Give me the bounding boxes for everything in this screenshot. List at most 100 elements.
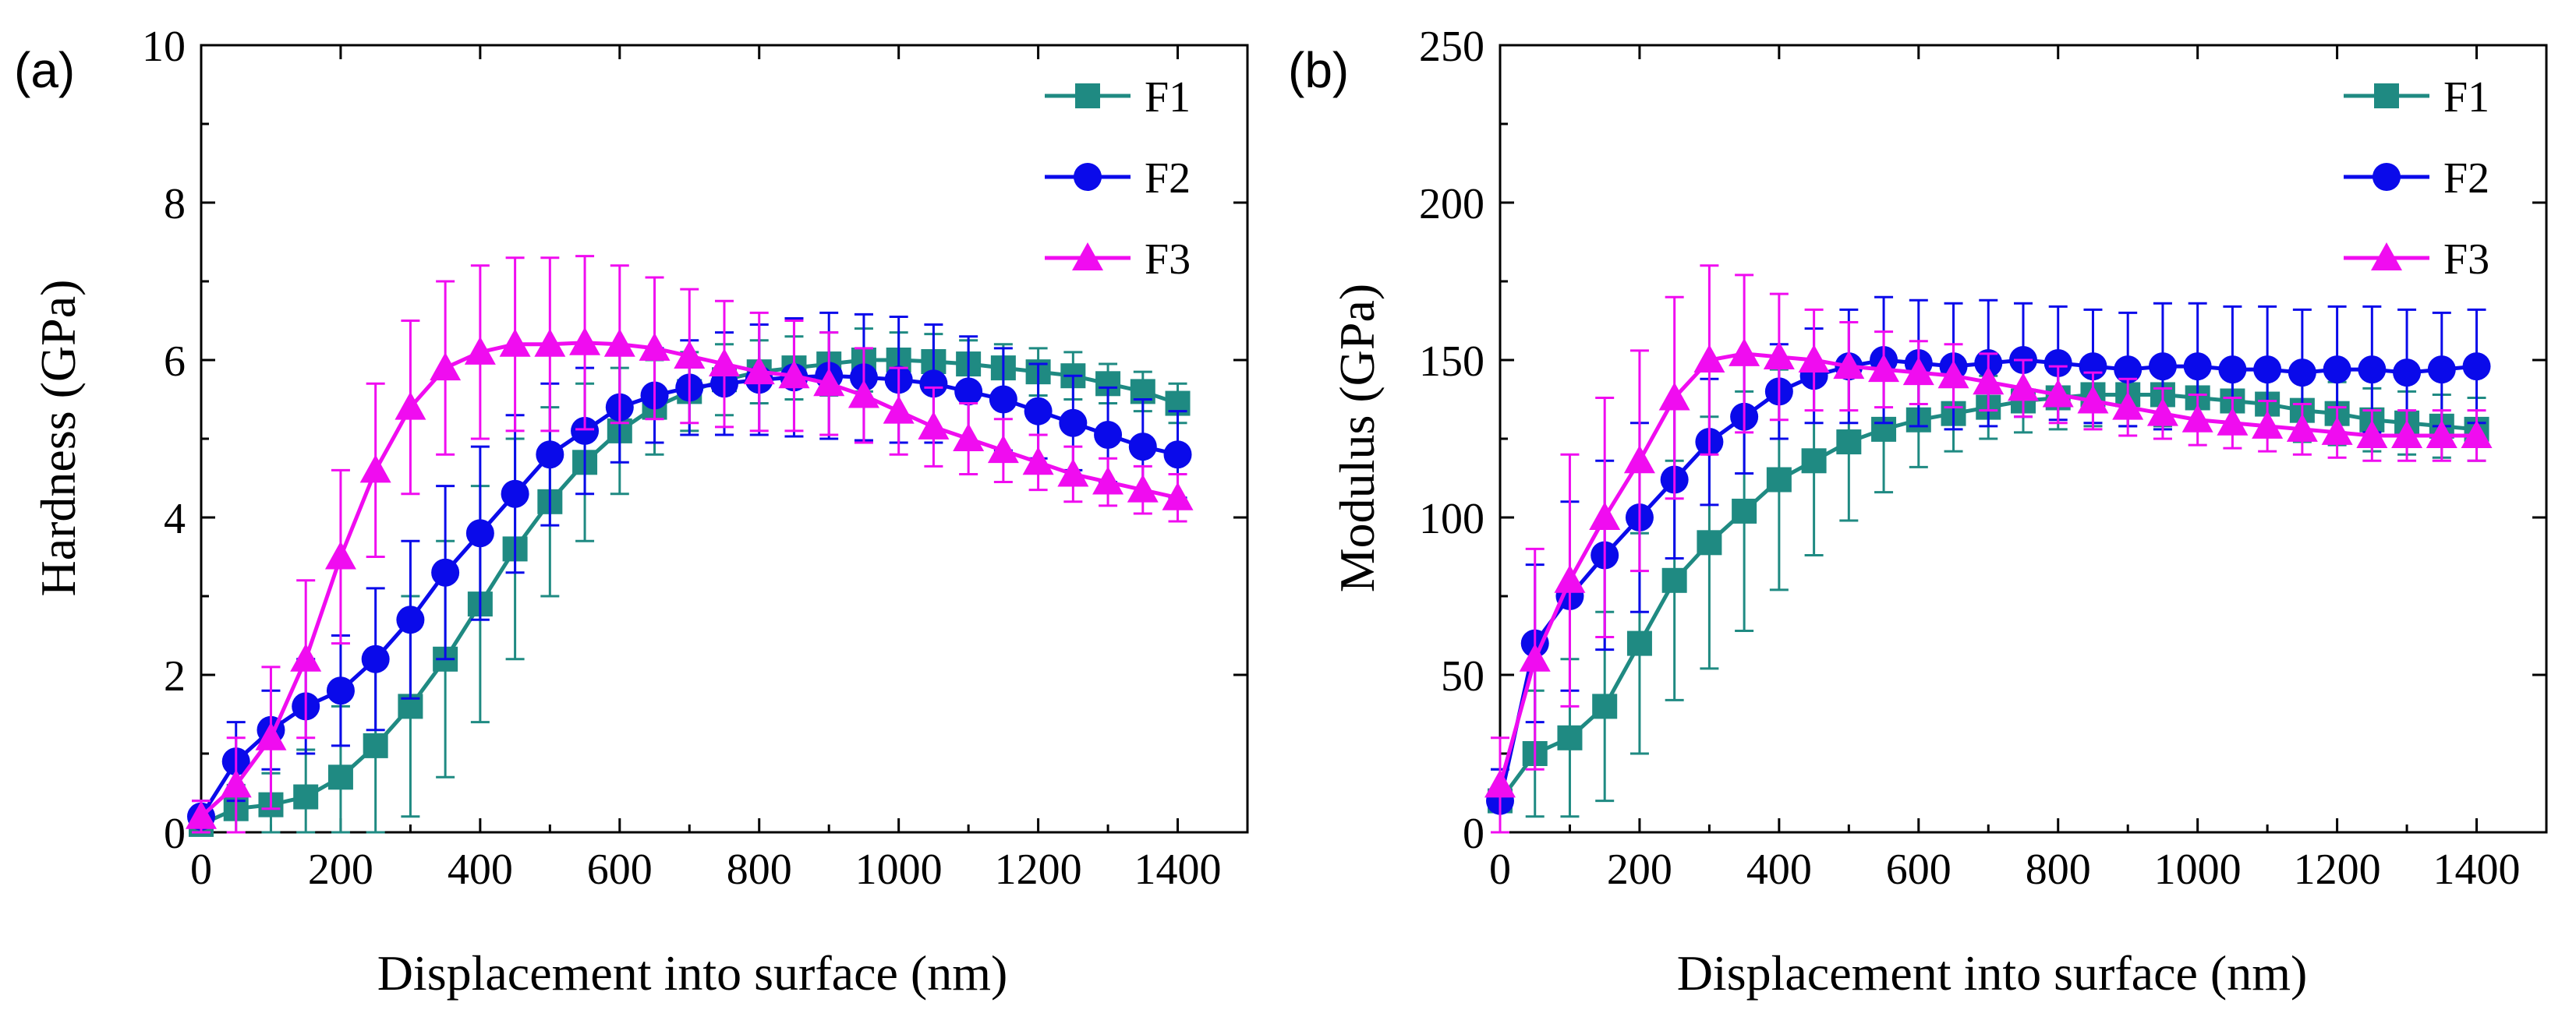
x-tick-label: 800 [2026,846,2091,894]
data-point [919,369,948,398]
y-tick-label: 150 [1419,337,1484,386]
data-point [954,377,983,406]
y-tick-label: 50 [1441,652,1484,701]
data-point [953,423,985,451]
data-point [536,440,564,469]
data-point [2008,373,2039,401]
data-point [359,454,391,483]
data-point [1973,366,2005,395]
y-tick-label: 250 [1419,23,1484,71]
x-tick-label: 1400 [2433,846,2521,894]
data-point [2426,419,2457,448]
data-point [1729,337,1760,366]
y-tick-label: 2 [164,652,186,701]
data-point [2427,355,2456,384]
data-point [2077,385,2109,414]
panel-a: (a) Displacement into surface (nm) Hardn… [14,23,1249,1001]
data-point [395,391,426,420]
panel-label: (a) [14,42,75,98]
data-point [1519,643,1551,672]
data-point [1589,502,1621,530]
data-point [2358,355,2387,384]
data-point [324,541,356,570]
data-point [2462,352,2491,381]
legend-marker [2374,83,2399,108]
legend-label: F3 [1145,235,1191,284]
legend: F1 F2 F3 [2344,73,2489,284]
data-point [987,435,1019,464]
y-axis-title: Hardness (GPa) [30,280,86,597]
panel-b: (b) Displacement into surface (nm) Modul… [1288,23,2548,1001]
y-tick-label: 100 [1419,495,1484,543]
data-point [1801,448,1827,474]
legend-item-f2: F2 [2344,154,2489,203]
legend-item-f2: F2 [1045,154,1191,203]
y-tick-label: 10 [142,23,186,71]
data-point [1798,344,1830,373]
data-point [571,416,600,445]
data-point [2043,349,2072,378]
data-point [501,479,529,508]
series-line [199,373,1179,818]
x-tick-label: 200 [308,846,373,894]
data-point [1128,433,1157,461]
panel-label: (b) [1288,42,1349,98]
legend-item-f3: F3 [2344,235,2489,284]
data-point [220,769,252,798]
data-point [431,558,460,587]
data-point [2183,352,2212,381]
y-tick-label: 8 [164,180,186,228]
data-point [2042,379,2074,408]
data-point [1902,357,1934,386]
data-point [1554,564,1586,593]
data-point [293,784,319,810]
data-point [1693,344,1725,373]
data-point [396,606,425,634]
data-point [2393,358,2422,387]
y-tick-label: 6 [164,337,186,386]
data-point [255,722,287,750]
x-tick-label: 800 [727,846,792,894]
data-point [464,336,496,365]
x-tick-label: 1000 [2154,846,2242,894]
data-point [1094,420,1123,449]
data-point [918,411,950,440]
legend-marker [1072,242,1103,270]
data-point [989,385,1017,414]
x-tick-label: 600 [587,846,653,894]
data-point [603,328,635,357]
data-point [1833,351,1865,380]
legend-item-f1: F1 [2344,73,2489,122]
data-point [2181,404,2213,433]
data-point [1626,630,1652,656]
legend-item-f3: F3 [1045,235,1191,284]
data-point [2253,355,2282,384]
legend-marker [2373,163,2401,191]
x-axis-title: Displacement into surface (nm) [1677,945,2308,1001]
legend-label: F2 [2443,154,2489,203]
x-tick-label: 1200 [2294,846,2381,894]
x-tick-label: 0 [1489,846,1511,894]
data-point [743,356,775,385]
legend-marker [1074,163,1102,191]
data-point [1836,429,1862,455]
data-point [465,519,494,548]
data-point [883,395,915,424]
y-tick-label: 0 [164,810,186,858]
legend-label: F3 [2443,235,2489,284]
data-point [1623,445,1655,474]
data-point [569,327,601,355]
data-point [1592,694,1618,719]
x-tick-label: 0 [190,846,212,894]
data-point [2218,355,2247,384]
data-point [1868,354,1900,383]
data-point [2112,391,2144,420]
data-point [361,644,390,673]
data-point [639,332,671,361]
data-point [709,348,740,377]
data-point [1484,769,1516,798]
x-tick-label: 400 [448,846,513,894]
data-point [1022,447,1054,475]
legend-item-f1: F1 [1045,73,1191,122]
data-point [2286,413,2318,442]
